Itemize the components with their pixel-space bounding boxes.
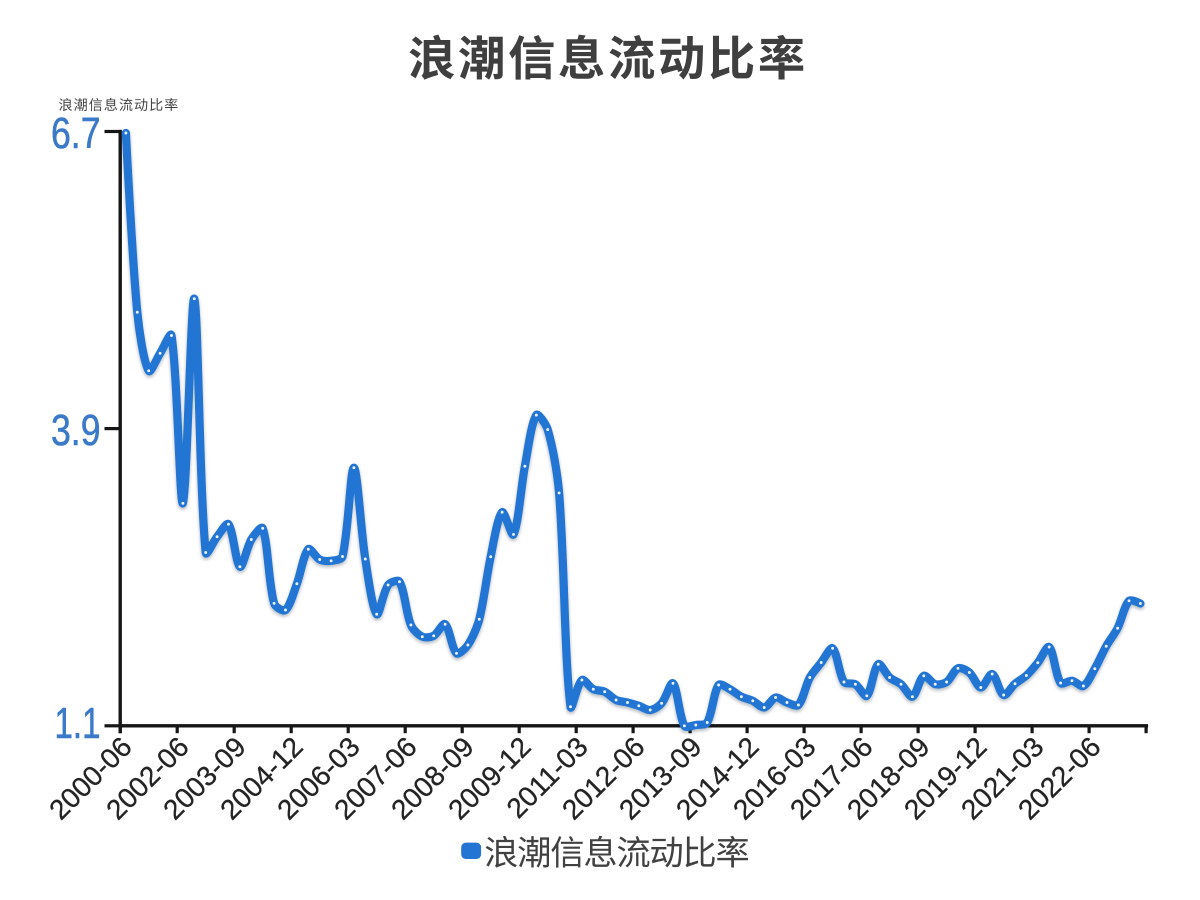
svg-text:1.1: 1.1: [55, 699, 101, 748]
svg-text:6.7: 6.7: [51, 109, 101, 158]
svg-text:3.9: 3.9: [51, 406, 101, 455]
